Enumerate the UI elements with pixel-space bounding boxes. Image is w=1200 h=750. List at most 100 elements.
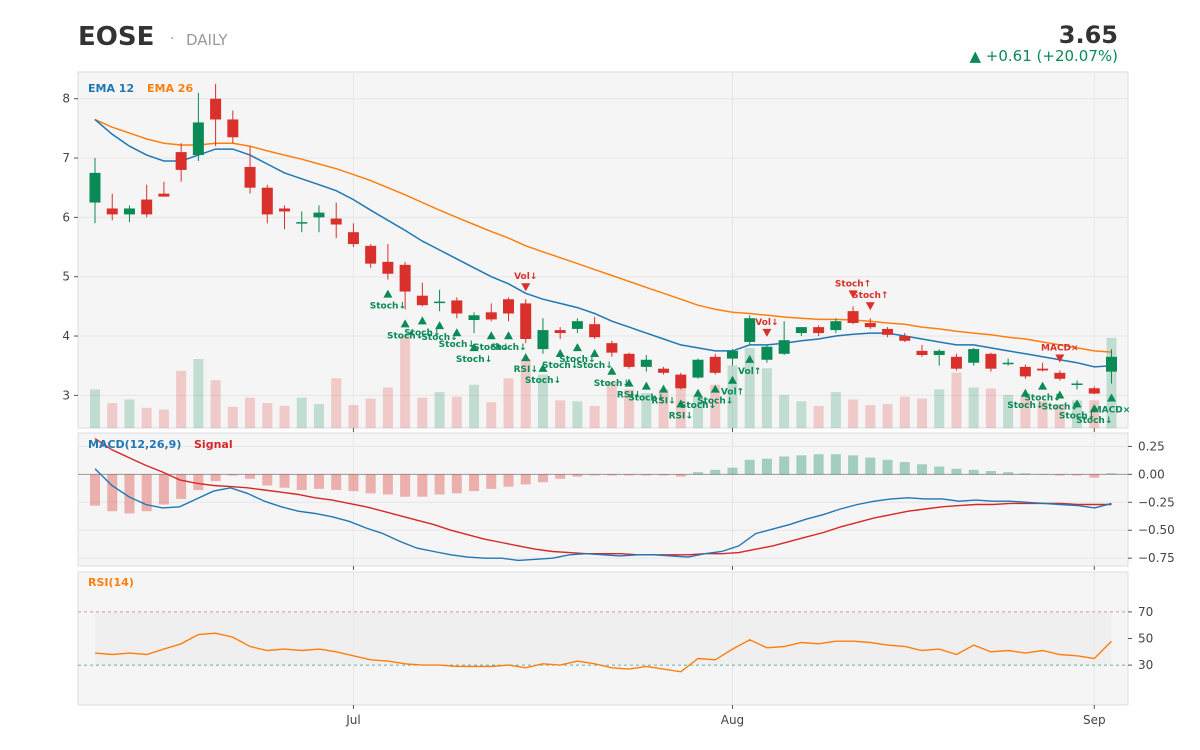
candle-body — [1106, 356, 1117, 372]
macd-histogram-bar — [934, 466, 945, 475]
macd-histogram-bar — [848, 455, 859, 475]
macd-histogram-bar — [193, 474, 204, 490]
macd-y-tick-label: −0.50 — [1138, 523, 1175, 537]
candle-body — [744, 318, 756, 342]
title-separator: · — [170, 31, 175, 47]
price-y-tick-label: 4 — [62, 329, 70, 343]
signal-label: Stoch↓ — [628, 394, 664, 404]
macd-histogram-bar — [227, 474, 238, 476]
macd-histogram-bar — [1106, 473, 1117, 475]
candle-body — [933, 350, 945, 356]
volume-bar — [90, 389, 100, 428]
volume-bar — [848, 399, 859, 428]
candle-body — [761, 346, 773, 360]
candle-body — [123, 208, 135, 215]
volume-bar — [158, 409, 169, 428]
candle-body — [175, 152, 187, 170]
macd-line — [94, 468, 1112, 562]
macd-histogram-bar — [744, 459, 755, 475]
price-y-tick-label: 5 — [62, 270, 70, 284]
signal-label: Stoch↓ — [1024, 394, 1060, 404]
candle-body — [1037, 368, 1049, 371]
candle-body — [916, 350, 928, 356]
candle-body — [382, 261, 394, 274]
macd-histogram-bar — [382, 474, 393, 495]
macd-histogram-bar — [451, 474, 462, 494]
candle-body — [709, 356, 721, 373]
candle-body — [330, 218, 342, 225]
candle-body — [296, 222, 308, 224]
macd-histogram-bar — [296, 474, 307, 490]
macd-histogram-bar — [1003, 472, 1014, 475]
signal-label: Stoch↓ — [456, 355, 492, 365]
volume-bar — [1003, 394, 1014, 428]
signal-arrow-down — [762, 328, 772, 337]
rsi-y-tick-label: 30 — [1138, 658, 1153, 672]
signal-line — [94, 438, 1112, 556]
macd-histogram-bar — [1072, 474, 1083, 476]
candle-body — [795, 327, 807, 334]
candle-body — [726, 350, 738, 359]
candle-body — [606, 343, 618, 353]
volume-bar — [382, 387, 393, 428]
signal-label: Stoch↓ — [542, 361, 578, 371]
signal-label: Stoch↓ — [421, 333, 457, 343]
macd-histogram-bar — [313, 474, 324, 489]
price-y-tick-label: 8 — [62, 92, 70, 106]
signal-label: Stoch↑ — [852, 291, 888, 301]
signal-arrow-up — [727, 375, 737, 384]
volume-bar — [141, 407, 152, 428]
signal-label: RSI↓ — [514, 365, 538, 375]
volume-bar — [865, 405, 876, 428]
signal-arrow-down — [521, 283, 531, 292]
candle-body — [210, 98, 222, 120]
macd-histogram-bar — [572, 474, 583, 477]
signal-arrow-up — [659, 384, 669, 393]
signal-label: Stoch↓ — [577, 361, 613, 371]
rsi-y-tick-label: 70 — [1138, 605, 1153, 619]
candle-body — [1019, 366, 1031, 377]
signal-arrow-up — [400, 319, 410, 328]
signal-label: Stoch↓ — [1007, 401, 1043, 411]
macd-histogram-bar — [675, 474, 686, 477]
volume-bar — [744, 347, 755, 428]
volume-bar — [796, 401, 807, 428]
volume-bar — [951, 372, 962, 428]
macd-histogram-bar — [158, 474, 169, 505]
signal-label: Stoch↓ — [439, 340, 475, 350]
signal-arrow-up — [607, 366, 617, 375]
volume-bar — [210, 380, 221, 428]
signal-arrow-up — [1107, 393, 1116, 402]
signal-label: Stoch↓ — [370, 302, 406, 312]
x-tick-label-jul: Jul — [345, 713, 360, 727]
macd-histogram-bar — [469, 474, 480, 492]
signal-label: MACD× — [1041, 343, 1079, 353]
macd-histogram-bar — [796, 455, 807, 475]
volume-bar — [1054, 404, 1065, 428]
macd-histogram-bar — [365, 474, 376, 494]
frequency-label: DAILY — [186, 31, 228, 49]
macd-histogram-bar — [589, 474, 600, 476]
macd-histogram-bar — [107, 474, 118, 512]
signal-arrow-up — [1038, 381, 1048, 390]
signal-arrow-up — [469, 343, 479, 352]
macd-histogram-bar — [331, 474, 342, 490]
volume-bar — [985, 388, 996, 428]
signal-label: RSI↓ — [651, 397, 675, 407]
macd-histogram-bar — [434, 474, 445, 495]
volume-bar — [296, 397, 307, 428]
macd-histogram-bar — [279, 474, 290, 488]
volume-bar — [830, 392, 841, 428]
candle-body — [985, 353, 997, 369]
volume-bar — [658, 389, 669, 428]
macd-histogram-bar — [210, 474, 221, 482]
signal-arrow-up — [1020, 388, 1030, 397]
macd-histogram-bar — [417, 474, 428, 497]
macd-histogram-bar — [985, 471, 996, 475]
candle-body — [279, 208, 291, 212]
volume-bar — [899, 396, 910, 428]
volume-bar — [348, 405, 359, 428]
macd-y-tick-label: −0.25 — [1138, 495, 1175, 509]
macd-histogram-bar — [262, 474, 273, 486]
signal-arrow-down — [865, 302, 875, 311]
